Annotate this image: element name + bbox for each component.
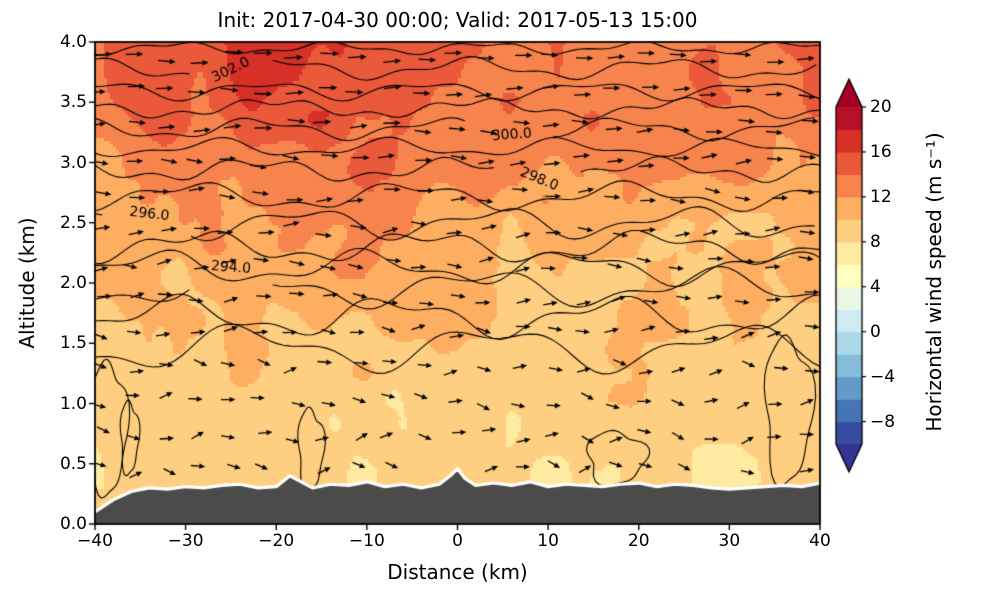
plot-title: Init: 2017-04-30 00:00; Valid: 2017-05-1…	[217, 8, 698, 32]
x-axis-label: Distance (km)	[387, 560, 528, 584]
y-axis-label: Altitude (km)	[15, 217, 39, 349]
colorbar-label: Horizontal wind speed (m s⁻¹)	[922, 132, 946, 432]
